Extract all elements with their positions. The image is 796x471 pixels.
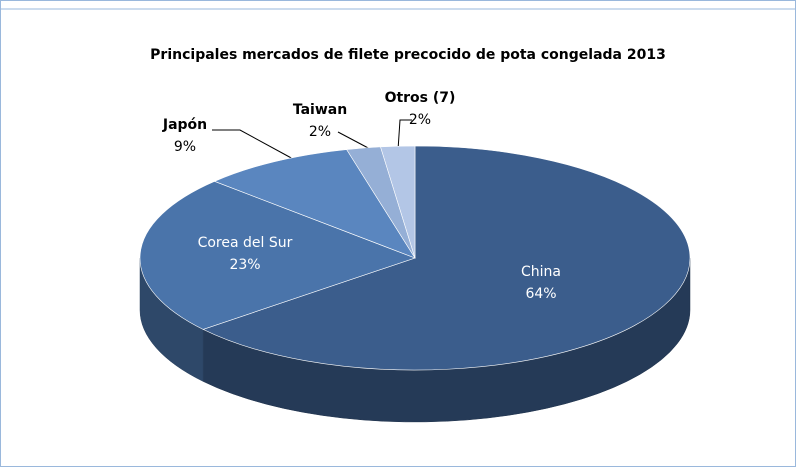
pie-slice [213,149,416,259]
slice-label: Otros (7) [385,90,456,106]
slice-value-label: 23% [229,257,260,273]
slice-value-label: 2% [409,112,431,128]
leader-line [337,131,373,151]
slice-value-label: 2% [309,124,331,140]
pie-slice [202,145,691,371]
leader-line [212,129,296,161]
leader-line [397,119,412,151]
slice-label: Taiwan [293,102,347,118]
chart-title: Principales mercados de filete precocido… [150,47,666,63]
slice-value-label: 64% [525,286,556,302]
pie-slice [139,181,416,330]
slice-label: China [521,264,561,280]
slice-value-label: 9% [174,139,196,155]
pie-slice [380,145,416,259]
slice-label: Corea del Sur [198,235,293,251]
slice-label: Japón [162,117,207,133]
